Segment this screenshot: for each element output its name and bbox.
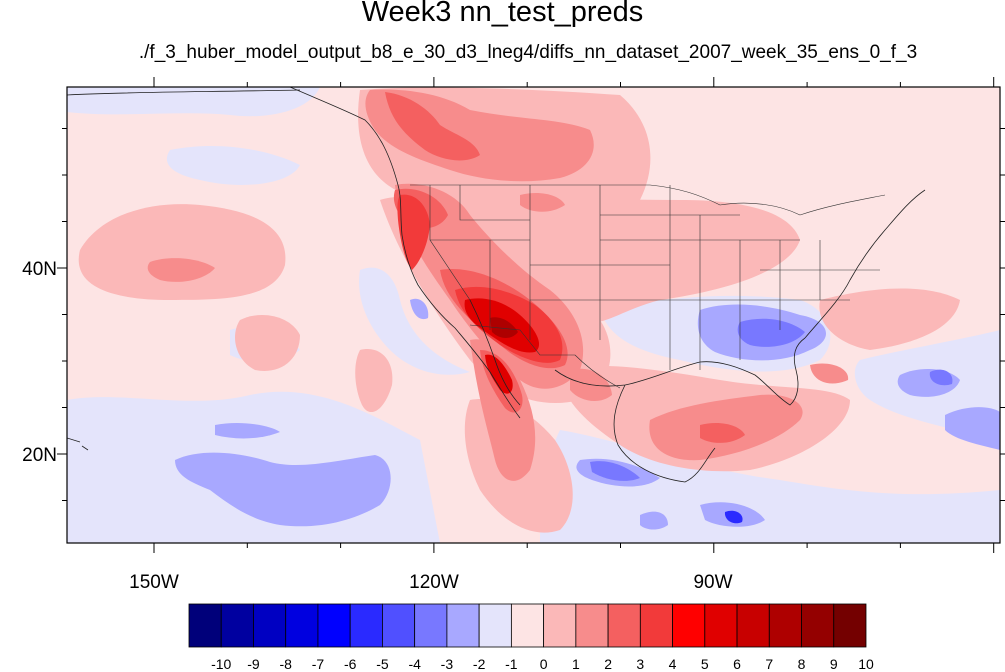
colorbar-swatch: [478, 603, 512, 648]
field-mid-blue-caribbean: [590, 461, 640, 481]
colorbar-swatch: [446, 603, 480, 648]
colorbar-swatch: [285, 603, 319, 648]
coastline-baja-gulf: [469, 299, 521, 406]
field-dark-blue-caribbean: [724, 510, 743, 524]
colorbar-label: -3: [441, 656, 454, 672]
field-light-blue-pacific-mid: [166, 145, 300, 185]
colorbar-label: 2: [604, 656, 612, 672]
coastline-alaska: [67, 89, 301, 96]
colorbar-swatch: [768, 603, 802, 648]
colorbar-label: 4: [669, 656, 677, 672]
field-red-pacific-west: [147, 258, 215, 282]
field-mid-blue-atlantic: [929, 369, 953, 386]
colorbar-label: -1: [505, 656, 518, 672]
colorbar-swatch: [382, 603, 416, 648]
field-light-red-east-pacific: [355, 349, 393, 413]
coastline-west: [289, 87, 521, 419]
map-subtitle: ./f_3_huber_model_output_b8_e_30_d3_lneg…: [138, 42, 918, 63]
colorbar-swatch: [220, 603, 254, 648]
colorbar-label: -4: [408, 656, 421, 672]
colorbar-swatch: [510, 603, 545, 648]
colorbar-label: 8: [798, 656, 806, 672]
colorbar-swatch: [672, 603, 706, 648]
map-title: Week3 nn_test_preds: [361, 0, 644, 28]
coastline-mexico: [613, 384, 716, 483]
colorbar-swatch: [575, 603, 609, 648]
field-light-red-pacific-mid: [235, 315, 300, 371]
field-blue-pacific-south-2: [215, 422, 280, 439]
field-light-blue-pacific-coast: [359, 267, 470, 375]
colorbar-swatch: [317, 603, 351, 648]
us-canada-border: [410, 184, 886, 216]
field-bright-red-baja: [485, 354, 513, 394]
field-blue-atlantic-2: [945, 407, 1000, 450]
state-lines-west: [429, 185, 601, 340]
state-lines-east: [670, 215, 880, 370]
coastlines: [67, 87, 926, 483]
field-blue-caribbean-3: [640, 511, 668, 530]
colorbar-label: 5: [701, 656, 709, 672]
y-tick-label-20n: 20N: [22, 445, 57, 466]
colorbar-swatch: [543, 603, 577, 648]
colorbar-swatch: [736, 603, 770, 648]
x-tick-label-120w: 120W: [409, 572, 459, 593]
colorbar-label: -9: [247, 656, 260, 672]
field-red-plains-spot: [520, 193, 565, 212]
colorbar-label: 10: [858, 656, 874, 672]
colorbar-label: -8: [279, 656, 292, 672]
colorbar-swatch: [704, 603, 738, 648]
colorbar-label: 7: [765, 656, 773, 672]
field-light-red-pacific-west: [78, 204, 286, 300]
colorbar-swatch: [253, 603, 287, 648]
colorbar-label: 9: [830, 656, 838, 672]
colorbar-swatch: [188, 603, 222, 648]
state-lines-central: [530, 185, 740, 370]
colorbar-label: -6: [344, 656, 357, 672]
colorbar-label: -10: [211, 656, 231, 672]
colorbar-label: 0: [540, 656, 548, 672]
field-light-blue-alaska: [67, 87, 320, 117]
colorbar-label: -7: [312, 656, 325, 672]
colorbar-label: 3: [636, 656, 644, 672]
y-tick-label-40n: 40N: [22, 259, 57, 280]
coastline-east: [804, 189, 926, 339]
colorbar-swatch: [801, 603, 835, 648]
x-tick-label-150w: 150W: [129, 572, 179, 593]
field-mid-blue-southeast: [737, 318, 805, 347]
field-blue-pacific-south-1: [175, 452, 391, 527]
field-light-red-atlantic: [819, 288, 960, 350]
colorbar-swatch: [414, 603, 448, 648]
colorbar-label: -5: [376, 656, 389, 672]
anomaly-field: [67, 87, 1000, 543]
axis-ticks: [57, 77, 1005, 553]
political-borders: [410, 184, 886, 389]
colorbar-label: 1: [572, 656, 580, 672]
field-mid-red-gulf: [700, 423, 745, 443]
x-tick-label-90w: 90W: [693, 572, 732, 593]
colorbar-swatch: [833, 603, 867, 648]
colorbar-label: 6: [733, 656, 741, 672]
field-mid-red-canada: [385, 92, 480, 161]
field-red-atlantic: [810, 363, 849, 384]
coastline-hawaii: [67, 437, 89, 451]
colorbar-label: -2: [473, 656, 486, 672]
field-blue-east-pacific: [410, 298, 429, 320]
colorbar: -10 -9 -8 -7 -6 -5 -4 -3 -2 -1 0 1 2 3 4 5 6 7 8 9 10: [188, 603, 874, 672]
us-mexico-border: [469, 324, 621, 389]
colorbar-swatch: [607, 603, 641, 648]
colorbar-swatch: [639, 603, 673, 648]
field-dark-red-core: [490, 317, 518, 338]
colorbar-swatch: [349, 603, 383, 648]
